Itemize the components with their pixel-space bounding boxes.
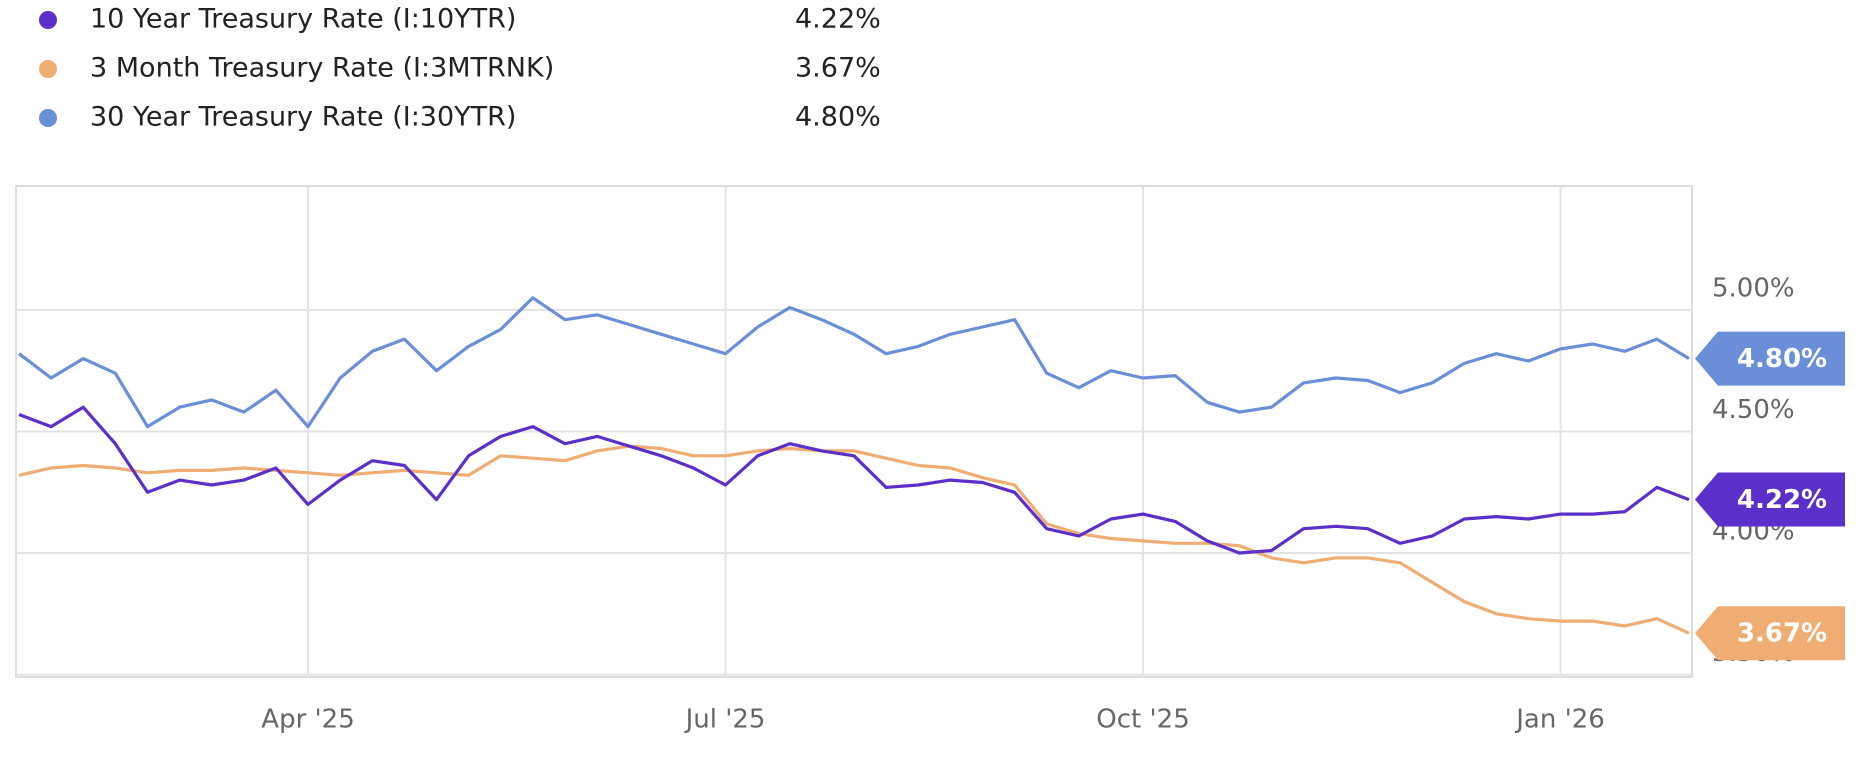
series-line [18,405,1690,555]
series-line [18,444,1690,635]
value-badge [1695,331,1845,386]
y-tick-label: 5.00% [1712,273,1795,303]
legend-marker [39,109,57,127]
legend-marker [39,11,57,29]
legend-marker [39,60,57,78]
y-tick-label: 4.50% [1712,395,1795,425]
value-badge [1695,472,1845,527]
x-tick-label: Jul '25 [684,705,766,735]
x-tick-label: Oct '25 [1096,705,1189,735]
value-badge-label: 4.22% [1737,485,1827,515]
legend-label: 30 Year Treasury Rate (I:30YTR) [90,102,516,133]
x-tick-label: Jan '26 [1514,705,1605,735]
legend-label: 3 Month Treasury Rate (I:3MTRNK) [90,53,554,84]
legend-value: 3.67% [795,53,881,84]
legend-label: 10 Year Treasury Rate (I:10YTR) [90,4,516,35]
legend-value: 4.22% [795,4,881,35]
value-badge [1695,606,1845,661]
series-line [18,296,1690,429]
value-badge-label: 4.80% [1737,344,1827,374]
x-tick-label: Apr '25 [261,705,354,735]
value-badge-label: 3.67% [1737,619,1827,649]
legend-value: 4.80% [795,102,881,133]
